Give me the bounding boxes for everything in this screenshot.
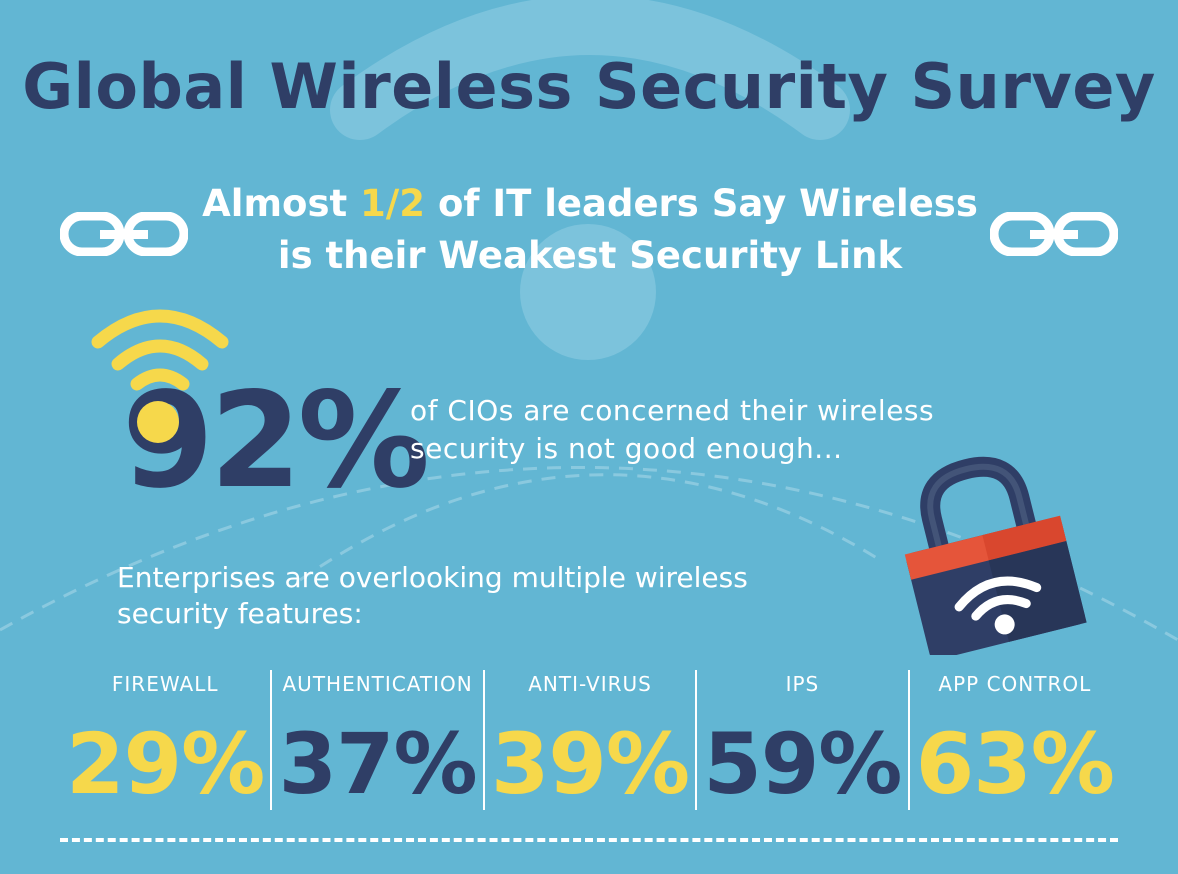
subtitle-suffix: of IT leaders Say Wireless (425, 182, 978, 225)
feature-ips: IPS 59% (695, 670, 907, 810)
wifi-watermark-arc (330, 0, 850, 140)
enterprise-line-2: security features: (117, 597, 363, 630)
wifi-icon (91, 309, 229, 391)
subtitle-prefix: Almost (202, 182, 361, 225)
feature-firewall: FIREWALL 29% (60, 670, 270, 810)
bottom-dashed-divider (60, 838, 1118, 842)
subtitle: Almost 1/2 of IT leaders Say Wireless is… (190, 178, 990, 282)
chain-link-icon (60, 212, 188, 256)
feature-value: 63% (915, 715, 1115, 813)
feature-label: IPS (785, 672, 820, 696)
feature-authentication: AUTHENTICATION 37% (270, 670, 482, 810)
wifi-dot-icon (137, 401, 179, 443)
enterprise-text: Enterprises are overlooking multiple wir… (117, 560, 797, 632)
page-title: Global Wireless Security Survey (22, 50, 1156, 123)
subtitle-line-1: Almost 1/2 of IT leaders Say Wireless (190, 178, 990, 230)
padlock-wifi-icon (904, 456, 1087, 655)
dashed-arc-inner (299, 473, 881, 582)
wifi-watermark-dot (520, 224, 656, 360)
feature-label: ANTI-VIRUS (528, 672, 652, 696)
subtitle-line-2: is their Weakest Security Link (277, 234, 903, 277)
description-line-2: security is not good enough... (410, 432, 843, 465)
feature-value: 59% (703, 715, 902, 813)
subtitle-highlight: 1/2 (360, 182, 426, 225)
big-stat-description: of CIOs are concerned their wireless sec… (410, 392, 1010, 468)
feature-value: 39% (490, 715, 690, 813)
feature-app-control: APP CONTROL 63% (907, 670, 1120, 813)
feature-label: AUTHENTICATION (282, 672, 473, 696)
big-stat-value: 92% (122, 364, 430, 518)
feature-stats: FIREWALL 29% AUTHENTICATION 37% ANTI-VIR… (60, 670, 1120, 810)
feature-label: APP CONTROL (938, 672, 1092, 696)
feature-value: 37% (278, 715, 478, 813)
feature-anti-virus: ANTI-VIRUS 39% (482, 670, 695, 813)
enterprise-line-1: Enterprises are overlooking multiple wir… (117, 561, 748, 594)
description-line-1: of CIOs are concerned their wireless (410, 394, 935, 427)
feature-label: FIREWALL (111, 672, 219, 696)
feature-value: 29% (66, 715, 265, 813)
chain-link-icon (990, 212, 1118, 256)
